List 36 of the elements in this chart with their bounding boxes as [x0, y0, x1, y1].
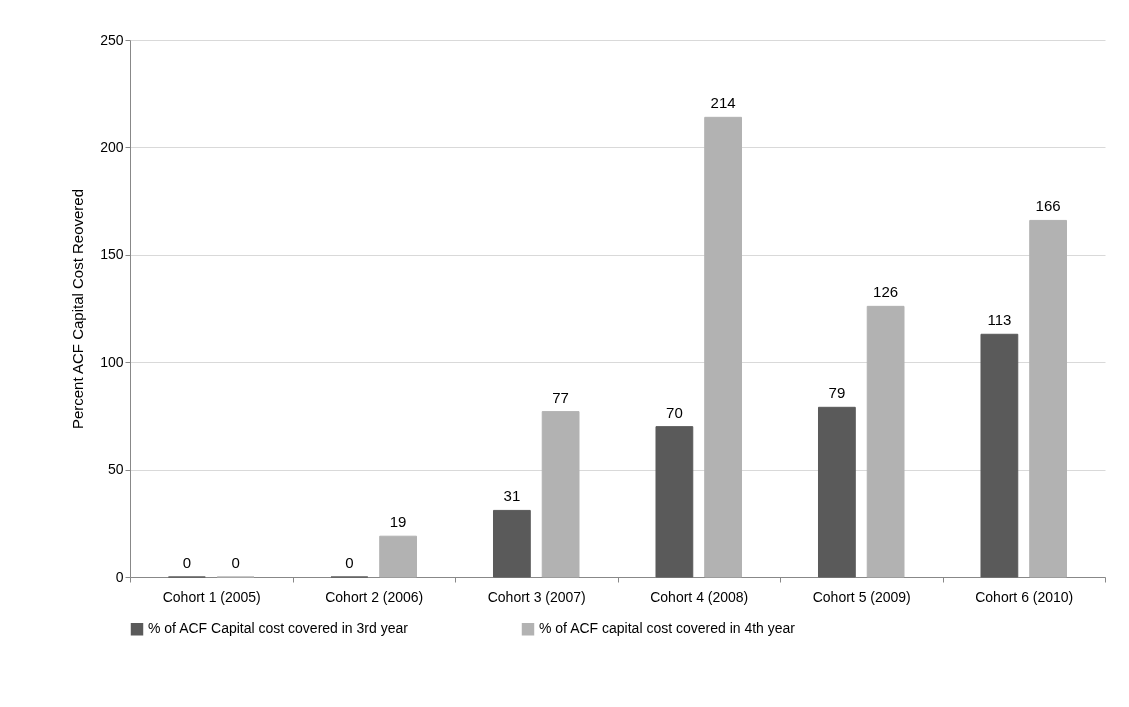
data-label: 70: [666, 403, 683, 421]
y-tick-label: 0: [115, 568, 124, 585]
data-label: 19: [389, 513, 407, 531]
data-label: 0: [182, 554, 192, 571]
bar: [980, 333, 1019, 578]
bar: [492, 509, 531, 578]
data-label: 77: [552, 388, 569, 406]
data-label: 126: [873, 283, 899, 301]
y-tick-label: 100: [100, 353, 124, 370]
bar: [1029, 219, 1068, 578]
legend-label: % of ACF capital cost covered in 4th year: [539, 620, 796, 637]
legend-label: % of ACF Capital cost covered in 3rd year: [148, 620, 409, 637]
x-tick-label: Cohort 1 (2005): [162, 588, 261, 605]
x-tick-label: Cohort 5 (2009): [812, 588, 911, 605]
data-label: 79: [828, 384, 846, 402]
x-tick-label: Cohort 3 (2007): [487, 588, 586, 605]
data-label: 166: [1035, 197, 1061, 215]
bar: [541, 411, 580, 578]
y-tick-label: 50: [107, 461, 124, 478]
data-label: 0: [231, 554, 240, 571]
x-tick-label: Cohort 2 (2006): [325, 588, 424, 605]
bar: [655, 426, 694, 578]
x-tick-label: Cohort 4 (2008): [650, 588, 749, 605]
data-label: 0: [345, 554, 354, 571]
bar: [817, 406, 856, 578]
data-label: 214: [710, 94, 736, 112]
data-label: 113: [987, 311, 1012, 329]
y-tick-label: 250: [100, 31, 124, 48]
y-tick-label: 200: [100, 138, 124, 155]
bar: [704, 116, 743, 578]
x-tick-label: Cohort 6 (2010): [975, 588, 1074, 605]
data-label: 31: [503, 487, 521, 505]
y-axis-title: Percent ACF Capital Cost Reovered: [69, 188, 87, 430]
y-tick-label: 150: [100, 246, 124, 263]
bar: [866, 305, 905, 578]
bar: [379, 535, 418, 578]
